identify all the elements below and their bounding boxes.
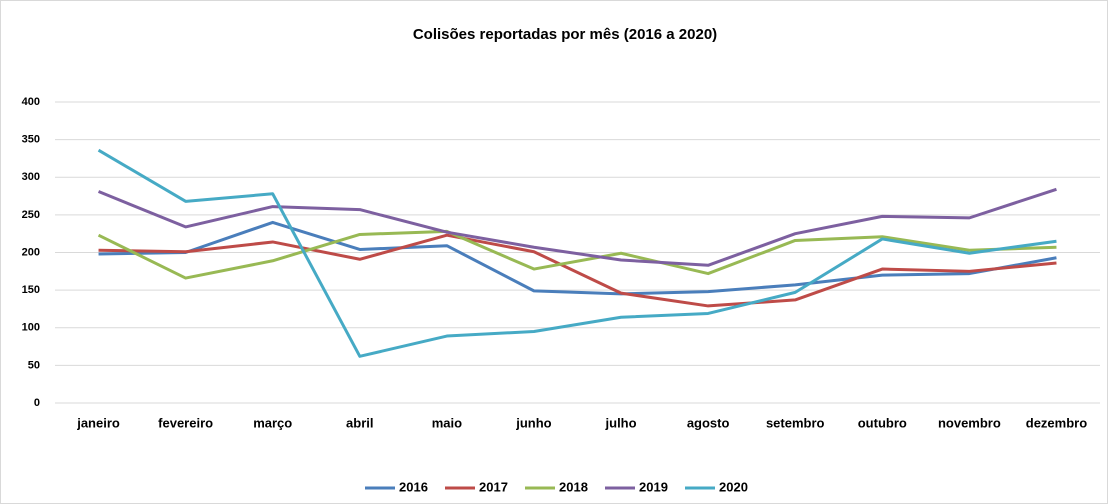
- x-tick-label: outubro: [858, 415, 907, 430]
- x-tick-label: julho: [605, 415, 637, 430]
- x-tick-label: abril: [346, 415, 373, 430]
- x-tick-label: setembro: [766, 415, 825, 430]
- y-tick-label: 100: [22, 322, 40, 334]
- x-tick-label: novembro: [938, 415, 1001, 430]
- legend-label: 2018: [559, 479, 588, 494]
- x-tick-label: agosto: [687, 415, 730, 430]
- y-tick-label: 250: [22, 209, 40, 221]
- line-series: [97, 229, 1057, 280]
- y-tick-label: 400: [22, 96, 40, 108]
- chart-title: Colisões reportadas por mês (2016 a 2020…: [413, 26, 717, 43]
- legend-label: 2019: [639, 479, 668, 494]
- x-tick-label: fevereiro: [158, 415, 213, 430]
- y-tick-label: 350: [22, 134, 40, 146]
- x-tick-label: março: [253, 415, 292, 430]
- legend-label: 2020: [719, 479, 748, 494]
- x-tick-label: janeiro: [76, 415, 120, 430]
- line-series: [98, 233, 1057, 308]
- line-series: [97, 187, 1057, 267]
- x-tick-label: dezembro: [1026, 415, 1087, 430]
- y-tick-label: 300: [22, 171, 40, 183]
- legend-label: 2017: [479, 479, 508, 494]
- legend-label: 2016: [399, 479, 428, 494]
- line-series: [97, 148, 1057, 358]
- line-series: [98, 220, 1057, 296]
- y-tick-label: 150: [22, 284, 40, 296]
- y-tick-label: 0: [34, 397, 40, 409]
- y-tick-label: 200: [22, 246, 40, 258]
- y-tick-label: 50: [28, 359, 40, 371]
- x-tick-label: maio: [432, 415, 462, 430]
- x-tick-label: junho: [515, 415, 551, 430]
